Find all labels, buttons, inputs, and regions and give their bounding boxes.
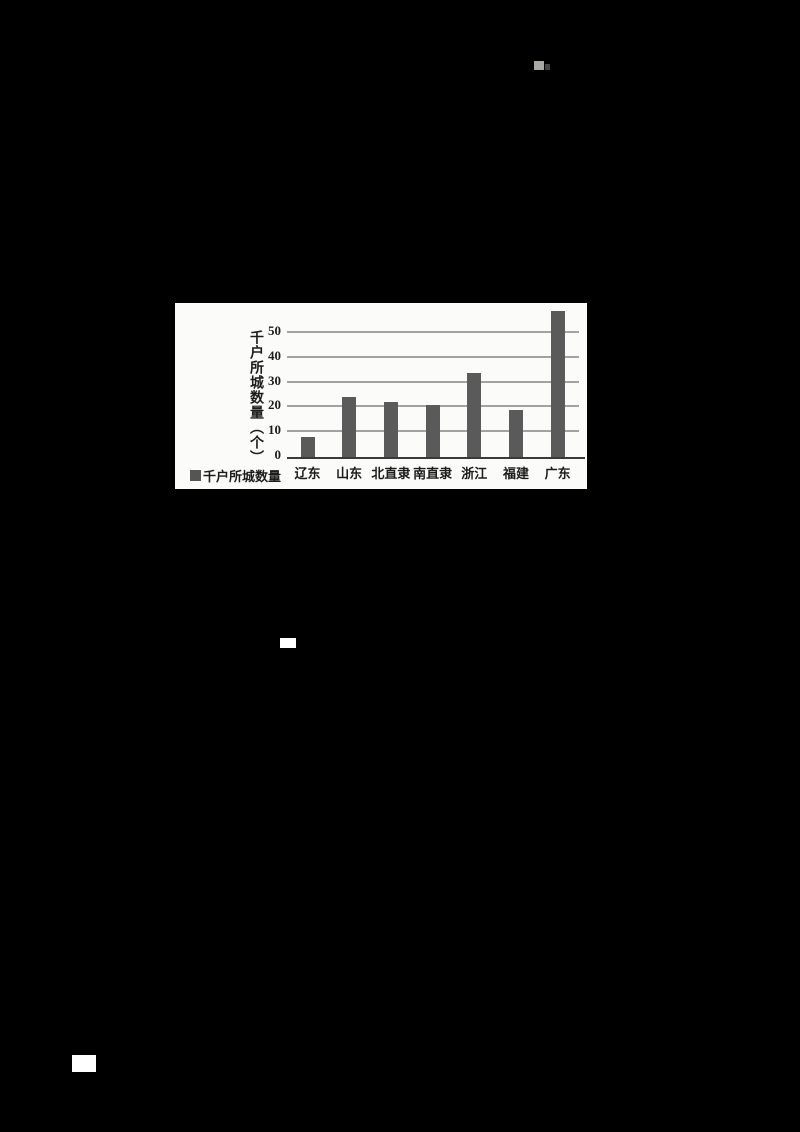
y-tick-label-0: 0: [274, 447, 282, 462]
y-axis-title: 千户所城数量（个）: [248, 329, 263, 465]
bar-福建: [509, 409, 523, 457]
x-category-label-广东: 广东: [544, 466, 571, 481]
x-category-label-南直隶: 南直隶: [413, 466, 453, 481]
gridline-40: [287, 355, 579, 358]
x-axis-line: [287, 457, 585, 459]
bar-广东: [550, 310, 565, 457]
bar-chart-panel: 千户所城数量（个） 0 10 20 30 40 50 辽东 山东 北直隶 南直隶 浙江 福建 广东 千户…: [175, 303, 587, 489]
chart-legend: 千户所城数量: [190, 466, 281, 485]
scan-white-mark: [280, 638, 296, 648]
y-tick-label-20: 20: [268, 397, 281, 413]
x-category-label-浙江: 浙江: [461, 466, 488, 481]
y-tick-label-50: 50: [268, 323, 281, 338]
scan-smudge-dark: [545, 64, 550, 70]
scan-white-mark-bottom-left: [72, 1055, 96, 1072]
bar-浙江: [467, 372, 482, 457]
legend-swatch-icon: [190, 470, 201, 481]
bar-辽东: [300, 437, 315, 457]
bar-山东: [342, 397, 357, 457]
y-tick-label-10: 10: [268, 422, 281, 438]
x-category-label-福建: 福建: [502, 466, 529, 481]
legend-label: 千户所城数量: [203, 469, 282, 484]
gridline-30: [287, 380, 579, 383]
gridline-50: [287, 331, 579, 333]
bar-南直隶: [425, 404, 440, 457]
y-tick-label-30: 30: [268, 372, 281, 388]
bar-北直隶: [383, 402, 398, 457]
scan-smudge-light: [534, 61, 544, 70]
x-category-label-辽东: 辽东: [294, 466, 321, 481]
x-category-label-山东: 山东: [336, 466, 363, 481]
y-tick-label-40: 40: [268, 347, 281, 363]
x-category-label-北直隶: 北直隶: [371, 466, 411, 481]
